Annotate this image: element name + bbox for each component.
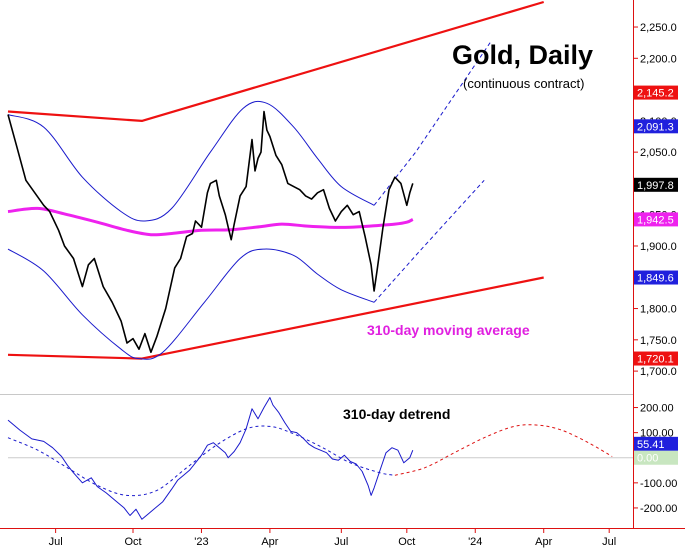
moving-average-line — [7, 206, 414, 237]
price-y-tick-label: 1,700.0 — [640, 366, 677, 378]
detrend-y-tick-label: -100.00 — [640, 478, 677, 490]
price-panel — [7, 0, 545, 360]
detrend-cycle-projection — [394, 424, 613, 476]
detrend-line — [7, 397, 414, 520]
cycle-projection-lower — [373, 179, 485, 303]
x-tick-label: Jul — [334, 536, 348, 548]
gold-price-line — [7, 110, 414, 354]
detrend-y-tick-label: 200.00 — [640, 403, 674, 415]
detrend-value-label: 0.00 — [637, 453, 658, 465]
x-tick-label: Apr — [535, 536, 552, 548]
x-tick-label: Jul — [602, 536, 616, 548]
detrend-value-label-box — [634, 450, 678, 465]
moving-average-annotation: 310-day moving average — [367, 322, 530, 338]
detrend-annotation: 310-day detrend — [343, 406, 451, 422]
price-value-label-box — [634, 351, 678, 366]
price-value-label: 2,145.2 — [637, 88, 674, 100]
price-value-label-box — [634, 212, 678, 227]
x-tick-label: '24 — [468, 536, 482, 548]
detrend-value-label: 55.41 — [637, 439, 665, 451]
detrend-value-label-box — [634, 436, 678, 451]
price-y-tick-label: 1,750.0 — [640, 335, 677, 347]
channel-upper-line — [7, 0, 545, 123]
price-value-label: 1,997.8 — [637, 180, 674, 192]
x-tick-label: Apr — [261, 536, 278, 548]
channel-lower-line — [7, 276, 544, 360]
price-value-label: 2,091.3 — [637, 121, 674, 133]
cycle-envelope-lower — [7, 248, 375, 360]
price-y-tick-label: 2,050.0 — [640, 147, 677, 159]
x-tick-label: Jul — [49, 536, 63, 548]
detrend-y-tick-label: 100.00 — [640, 428, 674, 440]
price-value-label-box — [634, 85, 678, 100]
price-y-tick-label: 1,900.0 — [640, 241, 677, 253]
price-value-label-box — [634, 177, 678, 192]
chart-subtitle: (continuous contract) — [463, 76, 585, 91]
price-value-label: 1,942.5 — [637, 214, 674, 226]
price-y-tick-label: 1,800.0 — [640, 304, 677, 316]
price-y-tick-label: 2,200.0 — [640, 53, 677, 65]
price-value-label-box — [634, 119, 678, 134]
x-tick-label: Oct — [124, 536, 141, 548]
cycle-projection-upper — [373, 42, 491, 206]
detrend-y-tick-label: -200.00 — [640, 503, 677, 515]
price-y-tick-label: 2,250.0 — [640, 22, 677, 34]
price-value-label: 1,720.1 — [637, 354, 674, 366]
x-tick-label: '23 — [194, 536, 208, 548]
detrend-panel — [7, 397, 633, 520]
price-value-label-box — [634, 270, 678, 285]
cycle-envelope-upper — [7, 100, 375, 222]
detrend-cycle-line — [7, 425, 395, 497]
x-tick-label: Oct — [398, 536, 415, 548]
chart-title: Gold, Daily — [452, 40, 594, 70]
price-value-label: 1,849.6 — [637, 273, 674, 285]
